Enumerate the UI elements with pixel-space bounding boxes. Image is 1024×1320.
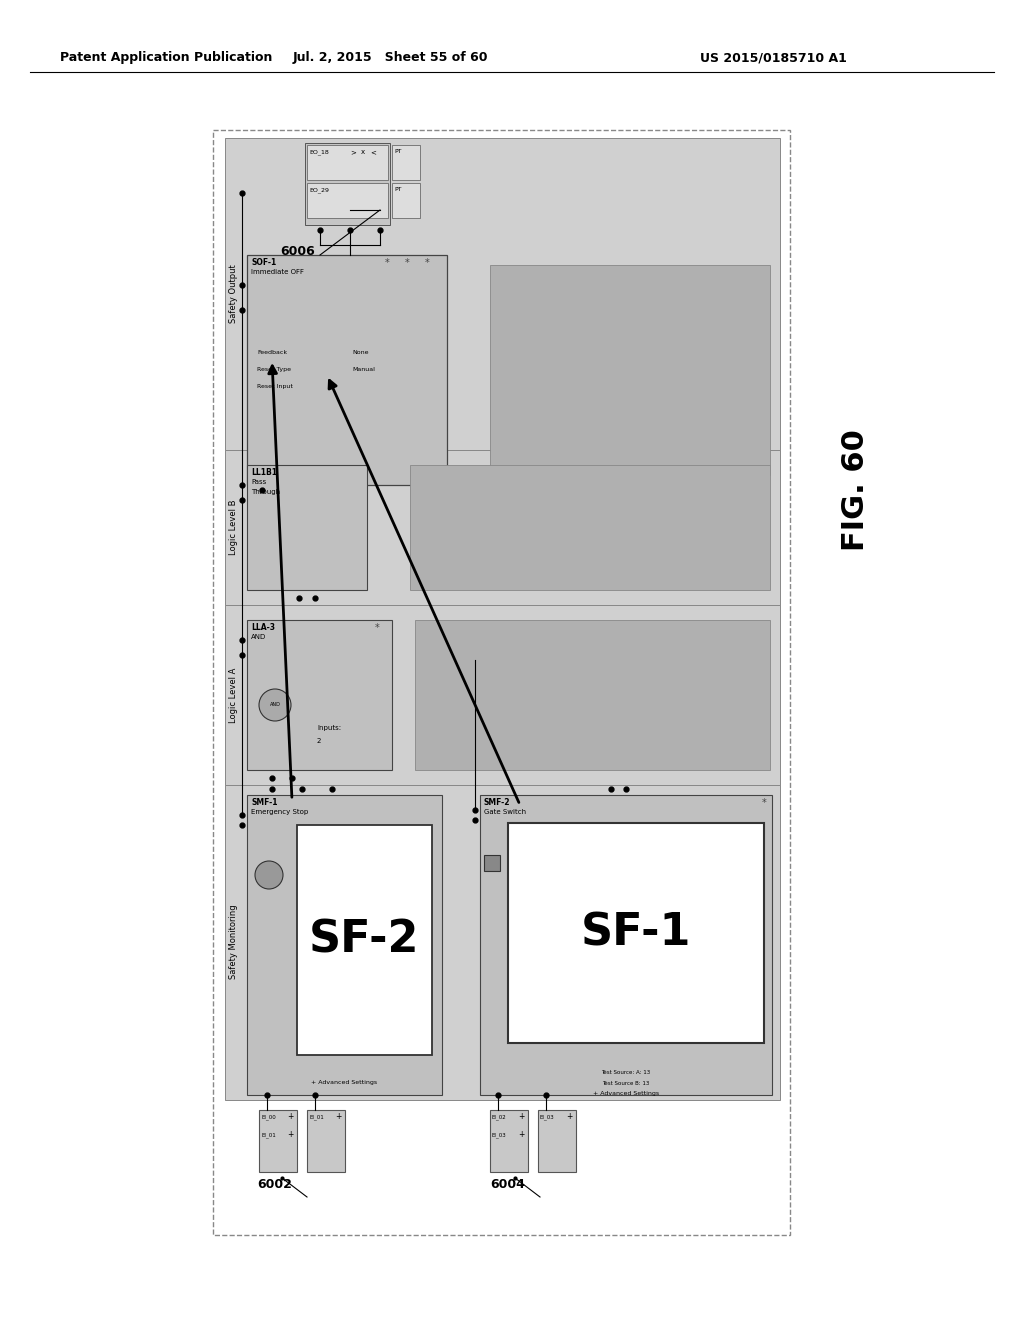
Text: SMF-1: SMF-1 [251, 799, 278, 807]
Text: EI_01: EI_01 [261, 1133, 275, 1138]
Bar [484, 855, 500, 871]
Text: +: + [518, 1111, 524, 1121]
Text: Safety Monitoring: Safety Monitoring [228, 904, 238, 979]
Text: Reset Input: Reset Input [257, 384, 293, 389]
Text: Pass: Pass [251, 479, 266, 484]
Text: Immediate OFF: Immediate OFF [251, 269, 304, 275]
Text: LLA-3: LLA-3 [251, 623, 275, 632]
Bar [490, 265, 770, 475]
Text: EI_02: EI_02 [492, 1114, 507, 1119]
Text: 2: 2 [317, 738, 322, 744]
Text: PT: PT [394, 187, 401, 191]
Bar [415, 620, 770, 770]
Text: Patent Application Publication: Patent Application Publication [60, 51, 272, 65]
Bar [225, 450, 780, 605]
Bar [392, 145, 420, 180]
Text: Gate Switch: Gate Switch [484, 809, 526, 814]
Bar [480, 795, 772, 1096]
Bar [490, 1110, 528, 1172]
Text: FIG. 60: FIG. 60 [841, 429, 869, 550]
Text: Through: Through [251, 488, 281, 495]
Text: US 2015/0185710 A1: US 2015/0185710 A1 [700, 51, 847, 65]
Text: EO_18: EO_18 [309, 149, 329, 154]
Text: Test Source: A: 13: Test Source: A: 13 [601, 1071, 650, 1074]
Bar [225, 139, 780, 450]
Text: >: > [350, 149, 356, 154]
Text: *: * [762, 799, 767, 808]
Text: + Advanced Settings: + Advanced Settings [593, 1092, 659, 1096]
Text: EO_29: EO_29 [309, 187, 329, 193]
Text: SOF-1: SOF-1 [251, 257, 276, 267]
Text: EI_03: EI_03 [492, 1133, 507, 1138]
Bar [225, 605, 780, 785]
Text: Logic Level B: Logic Level B [228, 499, 238, 554]
Bar [538, 1110, 575, 1172]
Text: AND: AND [269, 702, 281, 708]
Bar [247, 795, 442, 1096]
Text: +: + [518, 1130, 524, 1139]
Text: *: * [425, 257, 429, 268]
Bar [307, 183, 388, 218]
Text: SMF-2: SMF-2 [484, 799, 511, 807]
Bar [247, 255, 447, 484]
Text: +: + [287, 1111, 293, 1121]
Text: SF-2: SF-2 [309, 919, 419, 961]
Text: Safety Output: Safety Output [228, 264, 238, 323]
Text: +: + [287, 1130, 293, 1139]
Text: Manual: Manual [352, 367, 375, 372]
Text: Inputs:: Inputs: [317, 725, 341, 731]
Text: + Advanced Settings: + Advanced Settings [311, 1080, 377, 1085]
Text: *: * [375, 623, 379, 634]
Text: Jul. 2, 2015   Sheet 55 of 60: Jul. 2, 2015 Sheet 55 of 60 [292, 51, 487, 65]
Bar [305, 143, 390, 224]
Bar [392, 183, 420, 218]
Text: +: + [335, 1111, 341, 1121]
Bar [307, 145, 388, 180]
Text: 6006: 6006 [280, 246, 314, 257]
Text: x: x [360, 149, 366, 154]
Text: EI_03: EI_03 [540, 1114, 555, 1119]
Text: 6004: 6004 [490, 1177, 525, 1191]
Text: EI_01: EI_01 [309, 1114, 324, 1119]
Circle shape [255, 861, 283, 888]
Bar [213, 129, 790, 1236]
Text: Feedback: Feedback [257, 350, 287, 355]
Text: EI_00: EI_00 [261, 1114, 275, 1119]
Bar [307, 1110, 345, 1172]
Text: <: < [370, 149, 376, 154]
Bar [225, 785, 780, 1100]
Bar [297, 825, 432, 1055]
Text: None: None [352, 350, 369, 355]
Text: Emergency Stop: Emergency Stop [251, 809, 308, 814]
Text: PT: PT [394, 149, 401, 154]
Bar [259, 1110, 297, 1172]
Text: *: * [404, 257, 410, 268]
Bar [508, 822, 764, 1043]
Circle shape [259, 689, 291, 721]
Text: Logic Level A: Logic Level A [228, 668, 238, 722]
Text: LL1B1: LL1B1 [251, 469, 278, 477]
Text: Reset Type: Reset Type [257, 367, 291, 372]
Text: +: + [566, 1111, 572, 1121]
Bar [247, 620, 392, 770]
Bar [247, 465, 367, 590]
Text: SF-1: SF-1 [581, 912, 691, 954]
Text: *: * [385, 257, 389, 268]
Text: Test Source B: 13: Test Source B: 13 [602, 1081, 649, 1086]
Bar [410, 465, 770, 590]
Text: AND: AND [251, 634, 266, 640]
Text: 6002: 6002 [257, 1177, 292, 1191]
